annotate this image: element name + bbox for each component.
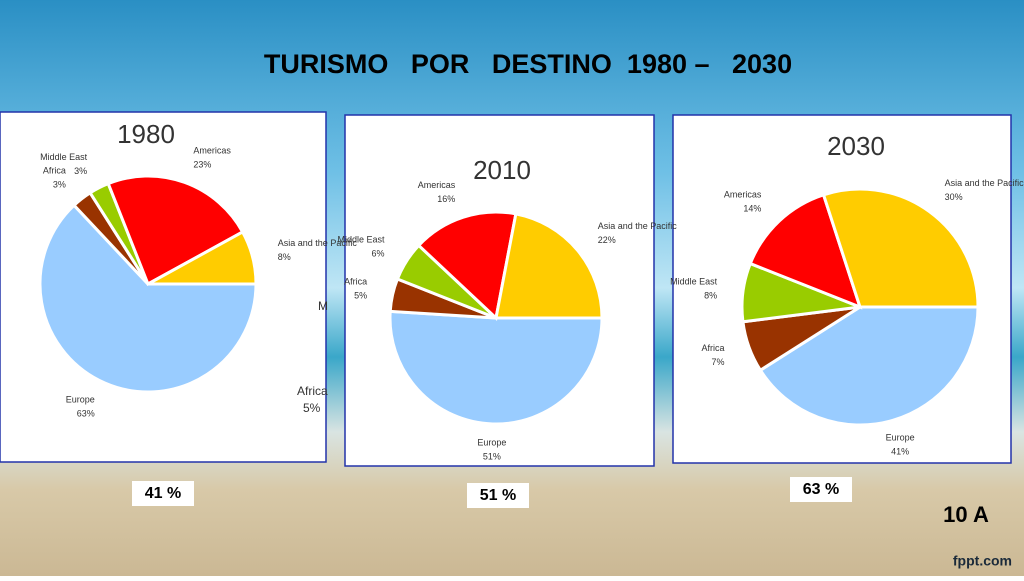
stray-text: 5%	[303, 401, 321, 415]
slide-title: TURISMO POR DESTINO 1980 – 2030	[264, 49, 792, 79]
chart-title: 1980	[117, 119, 175, 149]
slice-value-label: 3%	[74, 166, 87, 176]
slice-label: Middle East	[670, 276, 718, 286]
slice-label: Americas	[724, 189, 762, 199]
chart-title: 2010	[473, 155, 531, 185]
slice-label: Asia and the Pacific	[598, 221, 678, 231]
share-label: 63 %	[803, 481, 839, 498]
pie-slice	[106, 174, 245, 287]
slice-label: Middle East	[338, 235, 386, 245]
slice-value-label: 41%	[891, 447, 909, 457]
slice-label: Europe	[886, 433, 915, 443]
slice-value-label: 51%	[483, 451, 501, 461]
pie-slice	[416, 210, 518, 321]
slice-value-label: 5%	[354, 291, 367, 301]
slice-value-label: 8%	[278, 252, 291, 262]
pie-slice	[147, 229, 258, 286]
chart-title: 2030	[827, 131, 885, 161]
stray-text: M	[318, 299, 328, 313]
slice-label: Middle East	[40, 152, 88, 162]
share-box	[132, 481, 194, 506]
slice-value-label: 6%	[372, 249, 385, 259]
pie-slice	[38, 203, 258, 394]
slice-label: Americas	[418, 180, 456, 190]
stray-text: Africa	[297, 384, 328, 398]
slice-value-label: 30%	[945, 192, 963, 202]
slice-value-label: 7%	[711, 357, 724, 367]
slice-label: Africa	[701, 343, 724, 353]
slice-label: Europe	[477, 437, 506, 447]
share-box	[790, 477, 852, 502]
share-box	[467, 483, 529, 508]
slice-value-label: 16%	[437, 194, 455, 204]
slice-label: Asia and the Pacific	[945, 178, 1024, 188]
slice-label: Africa	[43, 165, 66, 175]
slice-value-label: 14%	[743, 203, 761, 213]
share-label: 51 %	[480, 487, 516, 504]
slice-label: Africa	[344, 277, 367, 287]
slide-tag: 10 A	[943, 502, 989, 527]
slice-value-label: 22%	[598, 235, 616, 245]
pie-slice	[494, 212, 604, 320]
pie-slice	[388, 309, 604, 426]
slice-value-label: 23%	[193, 159, 211, 169]
slice-value-label: 8%	[704, 290, 717, 300]
slice-label: Europe	[66, 394, 95, 404]
slice-value-label: 3%	[53, 179, 66, 189]
slice-value-label: 63%	[77, 408, 95, 418]
watermark: fppt.com	[953, 553, 1012, 569]
slice-label: Americas	[193, 145, 231, 155]
slice-label: Asia and the Pacific	[278, 238, 358, 248]
pie-slice	[821, 187, 980, 309]
share-label: 41 %	[145, 485, 181, 502]
